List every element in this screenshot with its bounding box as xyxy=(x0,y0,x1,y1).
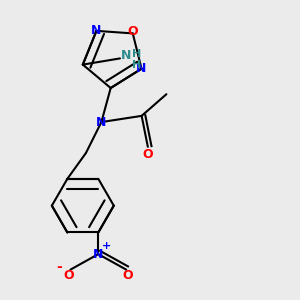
Text: O: O xyxy=(128,26,138,38)
Text: N: N xyxy=(96,116,106,129)
Text: O: O xyxy=(122,269,133,282)
Text: H: H xyxy=(132,60,142,70)
Text: N: N xyxy=(136,62,147,75)
Text: H: H xyxy=(132,49,142,59)
Text: N: N xyxy=(93,248,104,261)
Text: N: N xyxy=(91,24,102,38)
Text: O: O xyxy=(64,269,74,282)
Text: O: O xyxy=(142,148,153,161)
Text: N: N xyxy=(121,49,131,62)
Text: +: + xyxy=(102,242,112,251)
Text: -: - xyxy=(56,260,61,274)
